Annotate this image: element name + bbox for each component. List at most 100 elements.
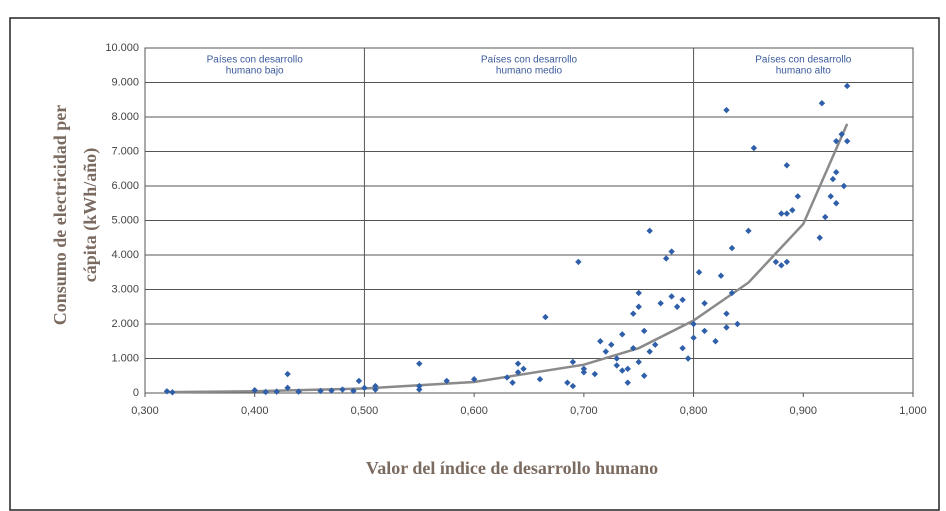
point [635, 358, 642, 366]
point [728, 289, 736, 297]
point [827, 193, 834, 200]
point [613, 355, 620, 362]
y-tick-label: 4.000 [111, 249, 139, 261]
x-tick-label: 0,300 [131, 405, 159, 417]
point [745, 227, 752, 235]
point [514, 369, 522, 376]
point [619, 331, 626, 338]
point [833, 169, 840, 176]
point [416, 382, 423, 390]
point [783, 162, 791, 169]
y-tick-label: 8.000 [111, 111, 139, 123]
point [284, 370, 291, 378]
x-tick-label: 0,700 [570, 405, 598, 417]
y-tick-label: 2.000 [111, 318, 139, 330]
point [613, 362, 620, 369]
point [630, 344, 637, 352]
region-label: Países con desarrollo [481, 55, 578, 66]
point [646, 348, 653, 355]
point [723, 324, 730, 331]
point [772, 258, 780, 266]
point [575, 258, 582, 266]
x-tick-label: 1,000 [899, 405, 927, 417]
point [646, 227, 653, 235]
region-label: Países con desarrollo [755, 55, 852, 66]
point [372, 382, 379, 390]
region-label: humano alto [776, 66, 831, 77]
frame [9, 17, 940, 511]
point [657, 300, 664, 307]
point [778, 210, 785, 217]
y-tick-label: 9.000 [111, 76, 139, 88]
y-tick-label: 7.000 [111, 145, 139, 157]
x-axis-title: Valor del índice de desarrollo humano [366, 458, 658, 478]
point [251, 387, 258, 394]
y-tick-label: 0 [133, 387, 139, 399]
point [843, 82, 851, 90]
point [328, 387, 335, 394]
point [723, 106, 730, 114]
point [783, 258, 791, 266]
point [843, 137, 851, 145]
point [673, 303, 681, 310]
point [668, 248, 675, 255]
y-tick-label: 3.000 [111, 283, 139, 295]
point [591, 370, 599, 378]
point [372, 386, 379, 393]
point [684, 355, 692, 362]
region-label: Países con desarrollo [207, 55, 304, 66]
point [833, 200, 840, 207]
x-tick-label: 0,900 [790, 405, 818, 417]
point [723, 310, 730, 317]
point [580, 365, 588, 373]
point [542, 313, 549, 321]
point [163, 388, 171, 395]
point [679, 344, 686, 352]
point [355, 377, 363, 385]
point [580, 369, 588, 376]
x-tick-label: 0,400 [241, 405, 269, 417]
point [624, 379, 631, 386]
y-tick-label: 6.000 [111, 180, 139, 192]
point [822, 213, 829, 221]
point [624, 365, 631, 373]
point [273, 388, 280, 395]
point [635, 289, 642, 297]
point [701, 327, 708, 335]
region-label: humano bajo [226, 66, 284, 77]
x-tick-label: 0,600 [460, 405, 488, 417]
y-tick-label: 1.000 [111, 352, 139, 364]
point [794, 193, 801, 200]
point [361, 384, 368, 392]
point [619, 367, 626, 374]
point [597, 338, 604, 345]
point [317, 387, 324, 395]
point [701, 300, 708, 307]
point [564, 379, 571, 386]
point [569, 382, 577, 390]
point [339, 386, 346, 393]
point [443, 377, 450, 385]
point [536, 376, 544, 383]
point [695, 269, 703, 276]
point [728, 244, 736, 252]
point [514, 360, 522, 367]
point [818, 100, 826, 107]
point [778, 262, 785, 269]
point [569, 358, 577, 366]
point [416, 360, 423, 367]
point [838, 131, 845, 138]
point [416, 386, 423, 393]
point [668, 293, 675, 300]
point [789, 206, 796, 214]
point [169, 389, 176, 396]
point [679, 296, 686, 304]
point [630, 310, 637, 317]
point [470, 376, 478, 383]
region-label: humano medio [496, 66, 563, 77]
point [602, 348, 609, 355]
point [651, 341, 659, 348]
point [750, 144, 758, 152]
point [783, 210, 791, 217]
point [712, 338, 719, 345]
